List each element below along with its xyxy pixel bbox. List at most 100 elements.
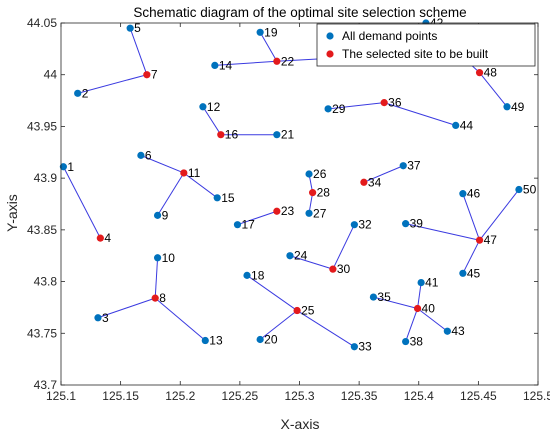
point-label: 33: [358, 340, 372, 354]
selected-site-marker: [380, 99, 388, 107]
point-label: 29: [332, 102, 346, 116]
point-label: 41: [425, 276, 439, 290]
demand-point-marker: [350, 221, 358, 229]
assignment-link: [97, 297, 156, 319]
assignment-link: [462, 239, 481, 274]
assignment-link: [289, 255, 334, 270]
assignment-link: [384, 102, 456, 126]
point-label: 36: [388, 96, 402, 110]
assignment-link: [417, 282, 422, 309]
demand-point-marker: [153, 211, 162, 219]
point-label: 49: [511, 100, 525, 114]
point-label: 5: [134, 21, 141, 35]
point-label: 17: [241, 218, 255, 232]
selected-site-marker: [293, 306, 301, 315]
selected-site-marker: [180, 169, 188, 177]
demand-point-marker: [417, 279, 425, 287]
point-label: 34: [368, 175, 382, 189]
point-label: 2: [82, 86, 89, 100]
point-label: 27: [313, 206, 327, 220]
assignment-link: [405, 223, 480, 241]
demand-point-marker: [74, 89, 82, 97]
demand-point-marker: [59, 163, 67, 171]
plot-background: [61, 23, 538, 385]
selected-site-marker: [360, 178, 368, 186]
selected-site-marker: [273, 57, 281, 65]
x-tick-label: 125.15: [102, 389, 139, 403]
demand-point-marker: [459, 190, 467, 198]
assignment-link: [479, 72, 508, 108]
assignment-link: [154, 257, 159, 299]
point-label: 13: [209, 334, 223, 348]
demand-point-marker: [443, 327, 451, 335]
assignment-link: [296, 310, 355, 348]
plot-area: 1235691012131415171819202124262729313233…: [59, 16, 538, 385]
assignment-link: [129, 28, 148, 75]
y-tick-label: 44: [44, 68, 58, 82]
y-tick-label: 43.9: [34, 171, 58, 185]
y-tick-label: 43.85: [27, 223, 57, 237]
point-label: 46: [467, 187, 481, 201]
selected-site-marker: [309, 189, 317, 197]
legend: All demand points The selected site to be…: [316, 23, 536, 67]
x-tick-label: 125.4: [404, 389, 434, 403]
chart-title: Schematic diagram of the optimal site se…: [133, 5, 466, 20]
selected-site-marker: [413, 304, 422, 313]
point-label: 30: [337, 262, 351, 276]
demand-point-marker: [256, 28, 264, 36]
demand-point-marker: [402, 220, 410, 228]
point-label: 20: [264, 332, 278, 346]
point-label: 10: [162, 251, 176, 265]
demand-point-marker: [199, 103, 207, 111]
point-label: 32: [358, 218, 372, 232]
selected-site-marker: [273, 207, 281, 215]
assignment-link: [417, 308, 448, 332]
point-label: 1: [67, 160, 74, 174]
selected-site-marker: [217, 131, 225, 139]
point-label: 22: [281, 54, 295, 68]
point-label: 40: [422, 301, 436, 315]
demand-point-marker: [350, 343, 358, 351]
point-label: 19: [264, 25, 278, 39]
demand-point-marker: [243, 271, 251, 279]
demand-point-marker: [305, 170, 313, 178]
assignment-link: [363, 165, 404, 183]
assignment-link: [157, 172, 185, 216]
demand-point-marker: [324, 105, 332, 113]
point-label: 7: [151, 68, 158, 82]
assignment-link: [479, 189, 520, 241]
assignment-link: [77, 74, 147, 94]
demand-point-marker: [305, 209, 313, 217]
point-label: 23: [281, 204, 295, 218]
selected-site-marker: [151, 294, 159, 302]
point-label: 35: [377, 290, 391, 304]
point-label: 12: [207, 100, 221, 114]
demand-point-marker: [503, 103, 511, 111]
demand-point-marker: [515, 185, 523, 194]
demand-point-marker: [256, 335, 264, 344]
point-label: 28: [317, 186, 331, 200]
point-label: 39: [410, 217, 424, 231]
x-axis-title: X-axis: [281, 416, 320, 432]
x-tick-label: 125.5: [523, 389, 550, 403]
point-label: 37: [407, 159, 421, 173]
demand-point-marker: [233, 221, 242, 229]
point-label: 24: [294, 249, 308, 263]
legend-entry: All demand points: [342, 29, 437, 43]
demand-point-marker: [137, 151, 145, 159]
legend-entry: The selected site to be built: [342, 47, 489, 61]
assignment-link: [259, 32, 278, 62]
point-label: 25: [301, 304, 315, 318]
point-label: 18: [251, 268, 265, 282]
assignment-link: [62, 166, 101, 239]
assignment-link: [332, 224, 355, 270]
demand-point-marker: [459, 269, 467, 277]
point-label: 6: [145, 148, 152, 162]
point-label: 47: [484, 233, 498, 247]
selected-site-marker: [96, 234, 104, 242]
point-label: 4: [104, 231, 111, 245]
point-label: 44: [460, 118, 474, 132]
y-tick-label: 43.7: [34, 378, 58, 392]
point-label: 9: [162, 208, 169, 222]
point-label: 16: [225, 128, 239, 142]
